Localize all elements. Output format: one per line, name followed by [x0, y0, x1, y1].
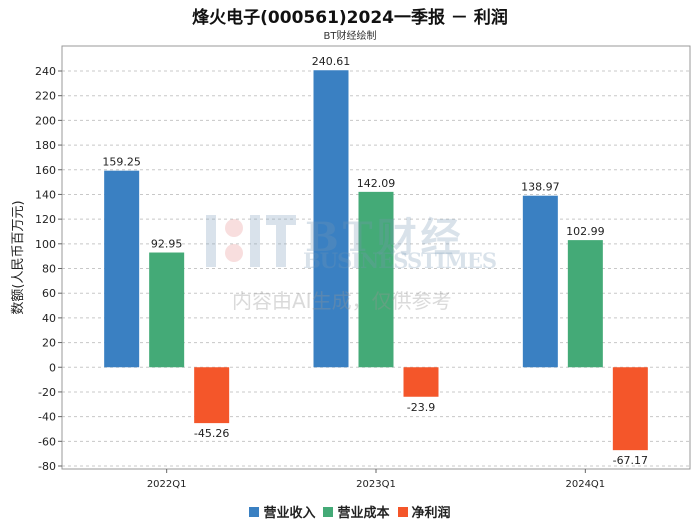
bar	[612, 367, 648, 451]
y-tick-label: 40	[42, 312, 56, 325]
bar	[358, 191, 394, 368]
y-tick-label: 100	[35, 238, 56, 251]
bar	[104, 170, 140, 368]
bar	[194, 367, 230, 424]
data-label: 159.25	[102, 156, 141, 169]
legend-item: 净利润	[397, 502, 451, 521]
bar	[522, 195, 558, 368]
data-label: 240.61	[312, 55, 351, 68]
y-tick-label: -20	[38, 386, 56, 399]
watermark-brand-cn: BT财经	[305, 214, 465, 261]
y-tick-label: 120	[35, 213, 56, 226]
watermark-logo	[206, 215, 296, 267]
data-label: 102.99	[566, 225, 605, 238]
watermark-note: 内容由AI生成，仅供参考	[232, 289, 452, 313]
bar	[149, 252, 185, 368]
y-tick-label: 60	[42, 287, 56, 300]
data-label: 92.95	[151, 238, 183, 251]
bar	[313, 70, 349, 368]
legend-swatch	[397, 506, 408, 517]
y-tick-label: -40	[38, 411, 56, 424]
y-tick-label: 200	[35, 114, 56, 127]
data-label: 142.09	[357, 177, 396, 190]
legend-item: 营业成本	[323, 502, 390, 521]
y-axis-label: 数额(人民币百万元)	[11, 200, 26, 314]
y-tick-label: 140	[35, 188, 56, 201]
legend-swatch	[249, 506, 260, 517]
chart-subtitle: BT财经绘制	[323, 31, 377, 42]
bars-layer	[104, 70, 648, 451]
data-label: -23.9	[407, 401, 435, 414]
y-tick-label: 220	[35, 90, 56, 103]
y-tick-label: 0	[49, 361, 56, 374]
y-tick-label: 180	[35, 139, 56, 152]
legend-label: 净利润	[411, 506, 451, 521]
chart-title: 烽火电子(000561)2024一季报 － 利润	[192, 8, 508, 28]
bar	[567, 240, 603, 368]
legend-label: 营业收入	[263, 506, 316, 521]
x-tick-label: 2022Q1	[147, 479, 187, 490]
legend-item: 营业收入	[249, 502, 315, 521]
y-tick-label: -80	[38, 460, 56, 473]
data-label: -45.26	[194, 427, 229, 440]
y-tick-label: -60	[38, 435, 56, 448]
data-label: -67.17	[613, 454, 648, 467]
y-tick-label: 20	[42, 337, 56, 350]
axes-layer: -80 -60 -40 -20 0 20 40 60 80 100 120 140 160 180 200 2…	[11, 45, 691, 490]
legend-label: 营业成本	[337, 506, 390, 521]
legend: 营业收入 营业成本 净利润	[0, 502, 700, 521]
x-tick-label: 2024Q1	[565, 479, 605, 490]
watermark-brand-en: BUSINESSTIMES	[303, 248, 497, 273]
data-label: 138.97	[521, 181, 560, 194]
bar	[403, 367, 439, 397]
y-tick-label: 160	[35, 164, 56, 177]
y-tick-label: 80	[42, 263, 56, 276]
y-tick-label: 240	[35, 65, 56, 78]
legend-swatch	[323, 506, 334, 517]
x-tick-label: 2023Q1	[356, 479, 396, 490]
labels-layer: 159.25 92.95 -45.26 240.61 142.09 -23.9 138.97…	[102, 55, 648, 467]
